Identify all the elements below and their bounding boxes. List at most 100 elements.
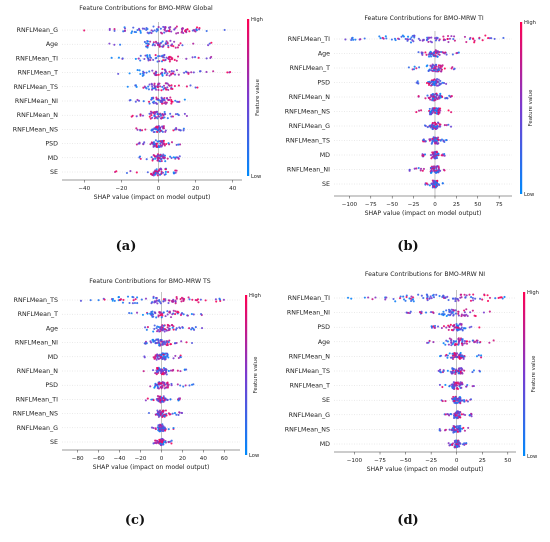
shap-point [199,298,202,301]
shap-point [166,42,169,45]
shap-point [454,297,457,300]
x-axis-label: SHAP value (impact on model output) [93,464,210,471]
shap-point [170,442,173,445]
shap-point [168,311,171,314]
shap-point [435,123,438,126]
feature-label: Age [318,51,330,58]
shap-point [170,87,173,90]
shap-point [420,109,423,112]
shap-point [147,88,150,91]
shap-point [454,355,457,358]
shap-point [429,50,432,53]
shap-point [167,299,170,302]
shap-point [167,329,170,332]
shap-point [420,294,423,297]
shap-point [449,323,452,326]
shap-point [437,78,440,81]
shap-point [446,97,449,100]
shap-point [145,342,148,345]
shap-point [435,94,438,97]
shap-point [164,129,167,132]
shap-point [162,84,166,87]
shap-point [177,114,180,117]
colorbar-label: Feature value [255,78,261,115]
shap-point [439,139,442,142]
shap-point [164,160,167,163]
shap-point [142,142,145,145]
shap-point [162,127,166,130]
shap-point [108,27,111,30]
shap-point [454,300,457,303]
shap-point [143,40,146,44]
shap-point [159,117,163,120]
shap-point [163,358,166,361]
shap-point [164,397,167,401]
shap-point [197,56,200,59]
shap-point [452,384,455,387]
shap-point [453,67,456,70]
shap-point [172,156,175,159]
shap-point [472,37,475,40]
shap-point [469,398,473,401]
shap-point [191,29,194,32]
shap-point [163,156,166,159]
shap-point [462,426,465,429]
shap-point [164,299,167,302]
colorbar [520,22,523,194]
shap-point [441,51,444,54]
shap-point [481,39,484,42]
colorbar [523,292,526,456]
x-tick-label: −75 [374,458,386,464]
shap-point [429,64,432,67]
shap-point [430,325,433,328]
shap-point [465,313,468,316]
shap-point [148,54,151,57]
shap-point [158,311,161,314]
shap-point [408,168,411,171]
shap-point [458,339,461,343]
shap-point [134,84,137,87]
shap-point [156,330,159,333]
shap-point [113,29,116,32]
shap-point [385,37,388,40]
shap-point [153,357,156,360]
shap-point [458,411,462,414]
shap-point [125,171,128,175]
shap-point [163,328,167,331]
shap-point [165,74,168,77]
shap-point [460,315,463,318]
shap-point [434,37,437,40]
feature-label: RNFLMean_TI [288,36,330,43]
shap-point [440,70,443,73]
shap-point [422,38,425,41]
shap-point [468,37,471,41]
shap-point [164,367,167,370]
shap-point [421,169,424,172]
shap-point [188,327,191,330]
shap-point [447,313,450,316]
shap-point [155,168,158,171]
shap-point [162,59,165,62]
shap-point [447,343,450,346]
shap-point [136,302,139,305]
feature-label: PSD [317,324,330,331]
shap-point [415,81,418,84]
shap-point [169,39,172,42]
shap-point [170,98,173,101]
shap-point [460,293,463,296]
shap-point [474,340,477,343]
shap-point [446,37,449,41]
shap-point [134,100,137,103]
shap-point [161,73,164,77]
shap-point [439,354,443,357]
shap-point [165,373,168,376]
shap-point [210,41,213,44]
shap-point [463,327,466,330]
shap-point [156,384,159,387]
shap-point [444,354,447,357]
shap-point [156,86,160,89]
shap-point [150,83,154,86]
colorbar-high-label: High [249,293,261,299]
shap-point [419,169,422,172]
shap-point [160,368,163,371]
